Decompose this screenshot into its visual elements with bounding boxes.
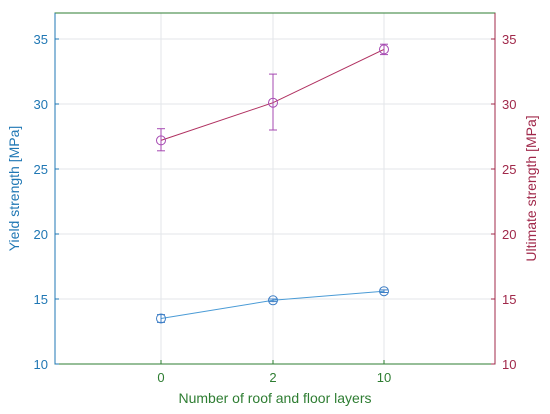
x-tick-label: 10 bbox=[377, 370, 391, 385]
right-axis-title: Ultimate strength [MPa] bbox=[523, 115, 539, 261]
left-tick-label: 15 bbox=[34, 292, 48, 307]
series-left bbox=[156, 286, 389, 324]
left-axis-title: Yield strength [MPa] bbox=[6, 126, 22, 252]
data-point bbox=[156, 135, 166, 146]
series-layer bbox=[156, 43, 389, 324]
right-tick-label: 25 bbox=[502, 162, 516, 177]
data-point bbox=[379, 286, 389, 297]
left-tick-label: 30 bbox=[34, 97, 48, 112]
right-tick-label: 15 bbox=[502, 292, 516, 307]
right-tick-label: 10 bbox=[502, 357, 516, 372]
right-tick-label: 20 bbox=[502, 227, 516, 242]
left-tick-label: 10 bbox=[34, 357, 48, 372]
x-tick-label: 0 bbox=[157, 370, 164, 385]
right-tick-label: 35 bbox=[502, 32, 516, 47]
left-tick-label: 20 bbox=[34, 227, 48, 242]
data-point bbox=[379, 44, 389, 55]
right-tick-label: 30 bbox=[502, 97, 516, 112]
data-point bbox=[268, 97, 278, 108]
left-axis: 10 15 20 25 30 35 bbox=[34, 13, 59, 372]
left-tick-label: 25 bbox=[34, 162, 48, 177]
grid bbox=[55, 13, 495, 364]
x-axis: 0 2 10 bbox=[157, 360, 391, 385]
left-tick-label: 35 bbox=[34, 32, 48, 47]
plot-frame bbox=[54, 12, 496, 365]
right-axis: 10 15 20 25 30 35 bbox=[491, 13, 516, 372]
series-right bbox=[156, 43, 389, 152]
x-axis-title: Number of roof and floor layers bbox=[179, 390, 372, 406]
x-tick-label: 2 bbox=[269, 370, 276, 385]
data-point bbox=[268, 295, 278, 306]
data-point bbox=[156, 313, 166, 324]
